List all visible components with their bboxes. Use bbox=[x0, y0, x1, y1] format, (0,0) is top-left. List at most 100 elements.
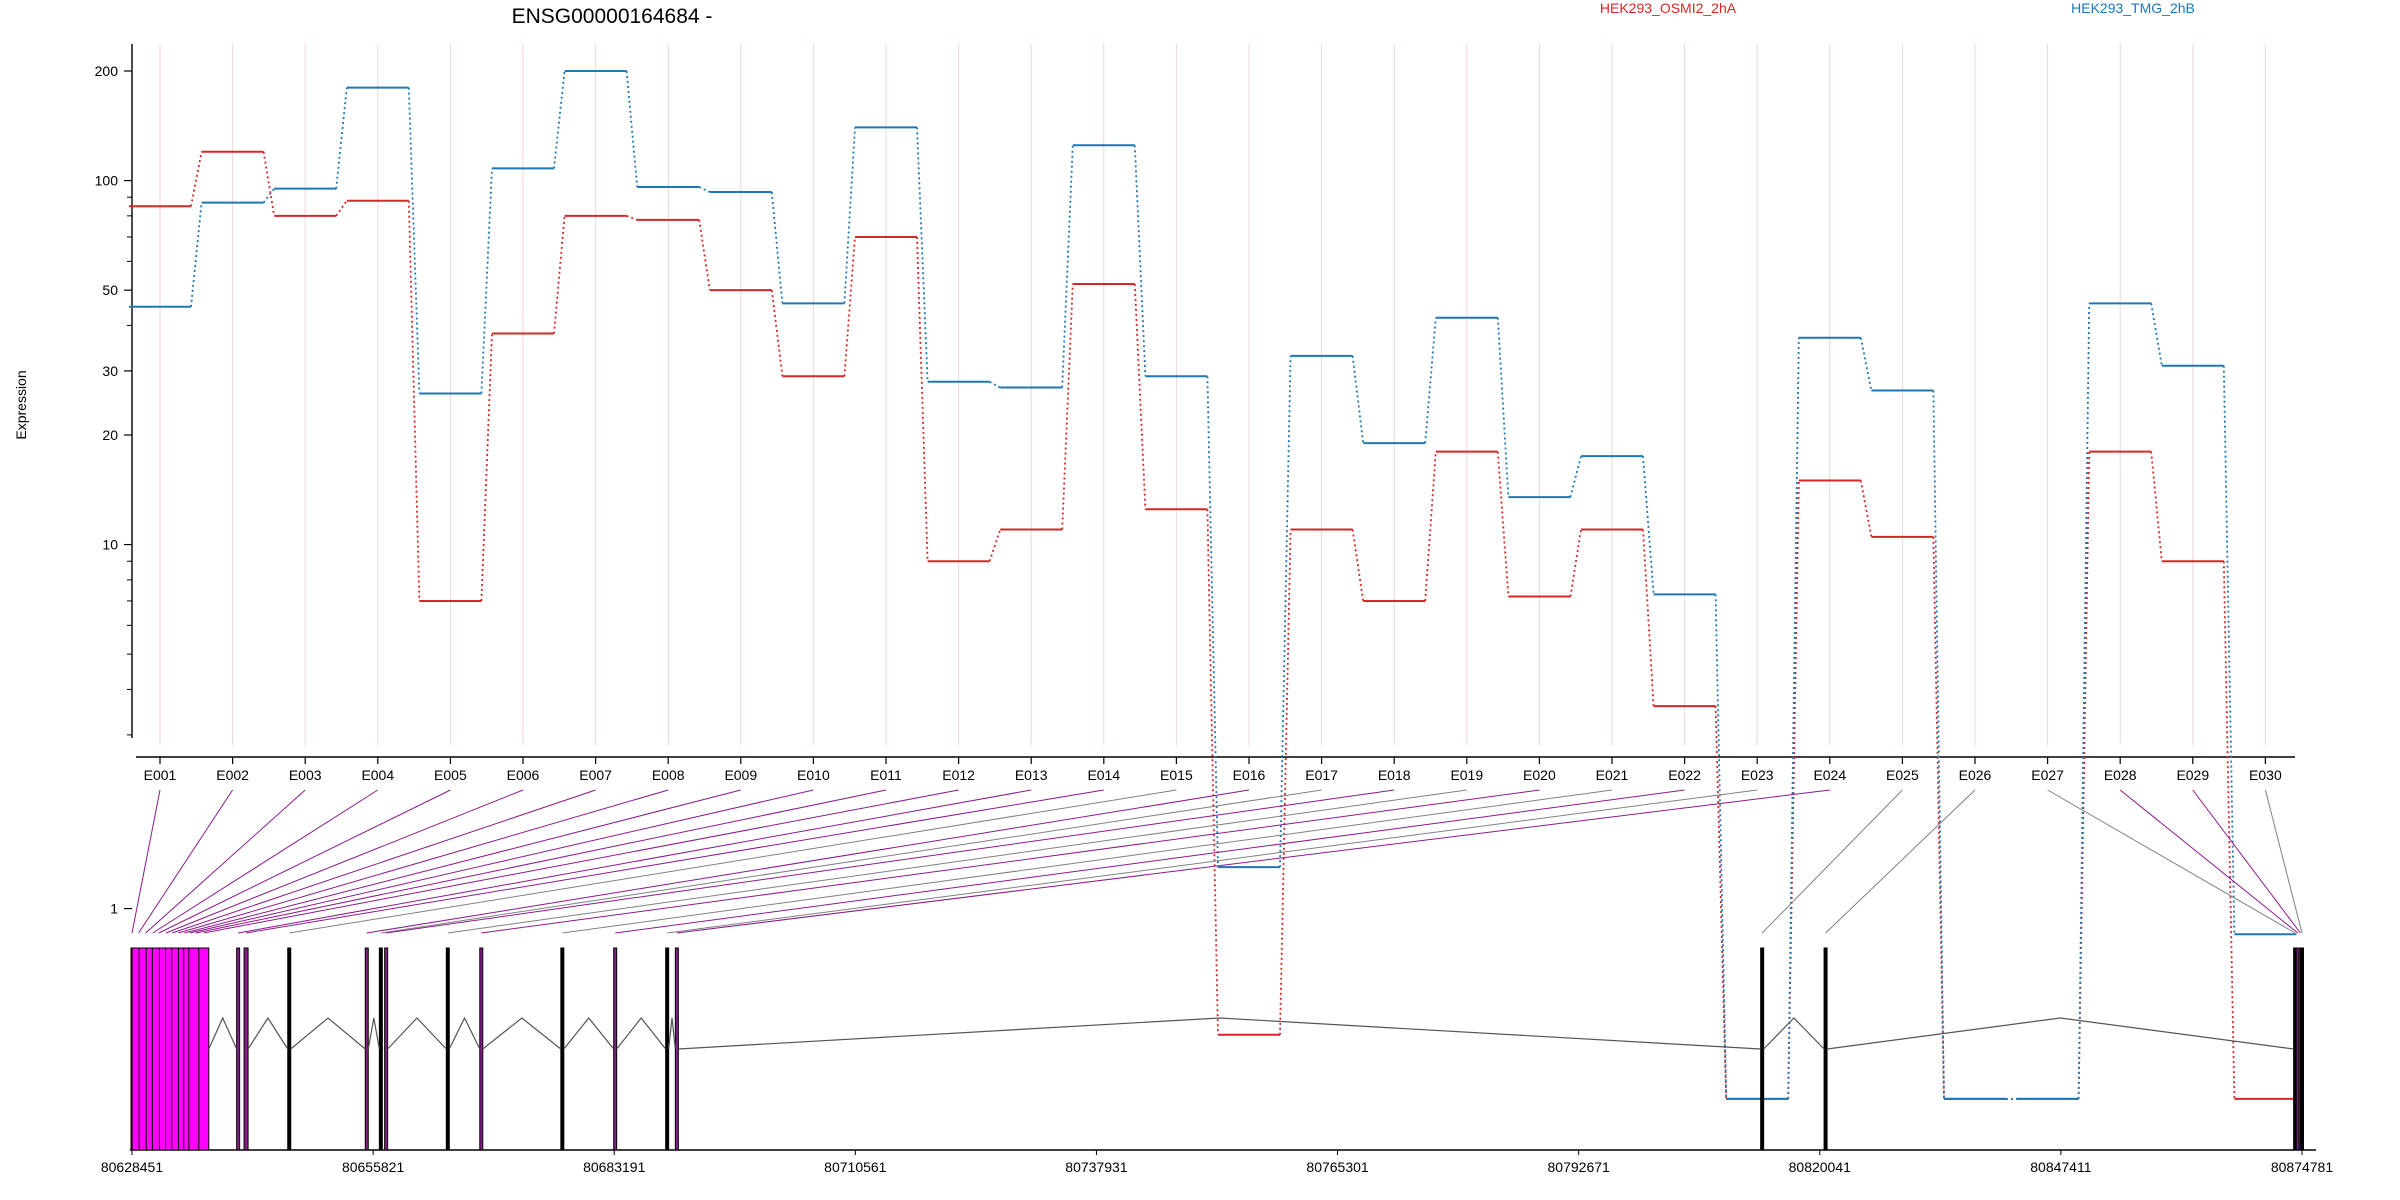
x-tick-label-e010: E010 bbox=[797, 767, 830, 783]
series-2-step bbox=[1206, 376, 1219, 868]
series-2-step bbox=[989, 381, 1001, 389]
series-2-step bbox=[1279, 355, 1292, 868]
series-1-step bbox=[1569, 529, 1582, 597]
legend-series-2: HEK293_TMG_2hB bbox=[2071, 0, 2195, 16]
x-tick-label-e001: E001 bbox=[144, 767, 177, 783]
intron bbox=[678, 1017, 1761, 1050]
connector-e018 bbox=[386, 789, 1395, 934]
series-1-step bbox=[1351, 529, 1365, 602]
series-1-step bbox=[1932, 536, 1945, 1099]
y-tick-label: 50 bbox=[102, 282, 118, 298]
series-1 bbox=[129, 150, 2297, 1100]
connector-e017 bbox=[380, 789, 1322, 934]
connector-e027 bbox=[2047, 789, 2296, 934]
series-2-step bbox=[2077, 303, 2091, 1099]
x-tick-label-e030: E030 bbox=[2249, 767, 2282, 783]
coordinate-label: 80765301 bbox=[1306, 1159, 1369, 1175]
x-tick-label-e011: E011 bbox=[870, 767, 902, 783]
coordinate-label: 80655821 bbox=[342, 1159, 405, 1175]
exon-connectors bbox=[131, 789, 2303, 934]
connector-e007 bbox=[171, 789, 596, 934]
x-tick-label-e008: E008 bbox=[652, 767, 685, 783]
connector-e020 bbox=[481, 789, 1540, 934]
series-2-step bbox=[335, 87, 348, 189]
series-1-step bbox=[2150, 451, 2163, 562]
series-1-step bbox=[1061, 283, 1074, 530]
exon-e012 bbox=[198, 947, 210, 1151]
series-1-step bbox=[1859, 480, 1873, 538]
x-tick-label-e027: E027 bbox=[2031, 767, 2064, 783]
series-1-step bbox=[770, 290, 784, 377]
vertical-grid bbox=[159, 44, 2266, 745]
series-2-step bbox=[1714, 594, 1728, 1099]
intron bbox=[1827, 1017, 2294, 1050]
series-1-step bbox=[988, 529, 1002, 562]
x-tick-label-e003: E003 bbox=[289, 767, 322, 783]
x-tick-label-e006: E006 bbox=[507, 767, 540, 783]
coordinate-label: 80874781 bbox=[2271, 1159, 2334, 1175]
connector-e011 bbox=[195, 789, 887, 934]
x-tick-label-e017: E017 bbox=[1305, 767, 1338, 783]
exon-e023 bbox=[665, 947, 670, 1151]
y-tick-label: 30 bbox=[102, 363, 118, 379]
y-axis: 200 100 50 30 20 10 1 bbox=[95, 44, 133, 917]
coordinate-label: 80792671 bbox=[1548, 1159, 1611, 1175]
series-1-step bbox=[335, 200, 348, 217]
connector-e015 bbox=[289, 789, 1177, 934]
series-1-step bbox=[698, 219, 711, 291]
connector-e028 bbox=[2119, 789, 2299, 934]
coordinate-label: 80847411 bbox=[2030, 1159, 2091, 1175]
series-1-step bbox=[190, 151, 203, 207]
series-2-step bbox=[843, 127, 856, 304]
connector-e008 bbox=[178, 789, 669, 934]
connector-e006 bbox=[165, 789, 524, 934]
x-tick-label-e029: E029 bbox=[2176, 767, 2209, 783]
x-axis: E001 E002 E003 E004 E005 E006 E007 E008 E009 E010… bbox=[136, 756, 2295, 783]
intron bbox=[1763, 1017, 1825, 1050]
exon-e021 bbox=[560, 947, 565, 1151]
x-tick-label-e015: E015 bbox=[1160, 767, 1193, 783]
exon-e019 bbox=[445, 947, 450, 1151]
exon-e020 bbox=[479, 947, 484, 1151]
y-tick-label: 200 bbox=[95, 63, 119, 79]
connector-e024 bbox=[676, 789, 1830, 934]
connector-e001 bbox=[131, 789, 161, 934]
intron bbox=[448, 1016, 481, 1050]
exon-e015 bbox=[287, 947, 292, 1151]
series-1-step bbox=[407, 200, 421, 601]
series-2-step bbox=[1424, 317, 1437, 444]
x-tick-label-e002: E002 bbox=[216, 767, 249, 783]
series-2-step bbox=[407, 87, 421, 394]
series-1-step bbox=[1496, 451, 1510, 597]
exon-e022 bbox=[613, 947, 618, 1151]
coordinate-label: 80710561 bbox=[824, 1159, 887, 1175]
series-2-step bbox=[1932, 390, 1945, 1099]
chart-title: ENSG00000164684 - bbox=[512, 5, 713, 28]
connector-e025 bbox=[1761, 789, 1903, 934]
x-tick-label-e022: E022 bbox=[1668, 767, 1701, 783]
series-2-step bbox=[1569, 455, 1582, 498]
coordinate-label: 80628451 bbox=[101, 1159, 164, 1175]
intron bbox=[563, 1017, 615, 1050]
exon-e018 bbox=[384, 947, 389, 1151]
series-2 bbox=[129, 70, 2297, 1100]
series-2-step bbox=[1351, 355, 1365, 444]
connector-e026 bbox=[1825, 789, 1976, 934]
series-2-step bbox=[262, 188, 275, 204]
y-tick-label: 1 bbox=[110, 901, 118, 917]
x-tick-label-e025: E025 bbox=[1886, 767, 1919, 783]
y-tick-label: 100 bbox=[95, 173, 119, 189]
exon-e025 bbox=[1760, 947, 1765, 1151]
series-2-step bbox=[1642, 456, 1655, 595]
exon-e030 bbox=[2300, 947, 2304, 1151]
x-tick-label-e016: E016 bbox=[1233, 767, 1266, 783]
connector-e013 bbox=[238, 789, 1032, 934]
series-2-step bbox=[698, 186, 711, 193]
gene-model: 80628451 80655821 80683191 80710561 80737931… bbox=[101, 947, 2334, 1175]
series-1-step bbox=[1133, 283, 1147, 510]
connector-e021 bbox=[562, 789, 1613, 934]
series-2-step bbox=[916, 127, 929, 382]
connector-e004 bbox=[152, 789, 379, 934]
intron bbox=[616, 1017, 667, 1050]
